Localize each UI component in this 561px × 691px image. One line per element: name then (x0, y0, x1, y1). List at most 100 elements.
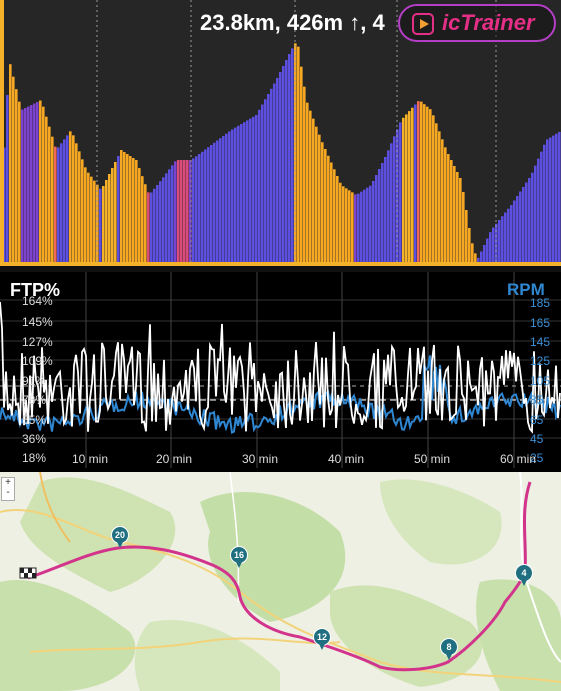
elevation-bar (66, 135, 69, 262)
rpm-tick: 85 (530, 393, 544, 407)
elevation-bar (486, 238, 489, 262)
elevation-bar (426, 106, 429, 263)
finish-flag-icon (19, 567, 37, 579)
zoom-out-button[interactable]: - (6, 487, 10, 498)
elevation-bar (249, 118, 252, 262)
elevation-bar (174, 161, 177, 262)
elevation-bar (219, 138, 222, 262)
elevation-bar (363, 189, 366, 262)
map-canvas[interactable] (0, 472, 561, 691)
elevation-bar (315, 126, 318, 263)
elevation-bar (474, 253, 477, 262)
elevation-bar (213, 142, 216, 262)
elevation-bar (495, 223, 498, 262)
elevation-bar (522, 187, 525, 262)
zoom-control[interactable]: + - (1, 477, 15, 501)
elevation-bar (300, 66, 303, 263)
power-chart-plot (0, 272, 561, 468)
elevation-bar (483, 245, 486, 262)
elevation-bar (450, 160, 453, 262)
elevation-bar (288, 54, 291, 262)
elevation-bar (387, 150, 390, 262)
elevation-bar (90, 176, 93, 262)
separator (0, 266, 561, 272)
elevation-bar (93, 180, 96, 262)
ftp-tick: 109% (22, 354, 53, 368)
elevation-profile: 23.8km, 426m ↑, 4 icTrainer (0, 0, 561, 266)
elevation-bar (309, 110, 312, 263)
elevation-bar (492, 227, 495, 262)
elevation-bar (177, 160, 180, 262)
elevation-bar (39, 100, 42, 262)
elevation-bar (195, 156, 198, 262)
ftp-tick: 91% (22, 374, 47, 388)
rpm-tick: 25 (530, 451, 544, 465)
elevation-bar (114, 162, 117, 262)
elevation-bar (204, 149, 207, 262)
map-marker[interactable]: 16 (230, 546, 248, 570)
elevation-bar (513, 200, 516, 262)
elevation-bar (444, 147, 447, 262)
time-tick: 50 min (414, 452, 451, 466)
elevation-bar (189, 160, 192, 262)
elevation-bar (531, 172, 534, 262)
elevation-bar (357, 193, 360, 262)
elevation-bar (291, 48, 294, 263)
elevation-bar (159, 181, 162, 262)
route-map[interactable]: + - 20 16 12 8 4 (0, 472, 561, 691)
elevation-bar (3, 147, 6, 262)
elevation-bar (186, 160, 189, 262)
elevation-bar (297, 46, 300, 262)
elevation-bar (480, 251, 483, 262)
elevation-bar (555, 133, 558, 262)
elevation-bar (225, 133, 228, 262)
elevation-bar (102, 186, 105, 262)
elevation-bar (516, 196, 519, 262)
elevation-bar (228, 131, 231, 262)
ftp-tick: 55% (22, 413, 47, 427)
elevation-bar (390, 143, 393, 262)
elevation-bar (105, 180, 108, 262)
ftp-tick: 73% (22, 393, 47, 407)
zoom-in-button[interactable]: + (5, 477, 11, 488)
elevation-chart (0, 0, 561, 266)
elevation-bar (81, 159, 84, 262)
elevation-bar (117, 156, 120, 262)
elevation-bar (414, 104, 417, 262)
ftp-axis-title: FTP% (10, 280, 61, 300)
elevation-bar (216, 140, 219, 262)
elevation-bar (534, 165, 537, 262)
elevation-bar (75, 143, 78, 262)
elevation-bar (399, 122, 402, 262)
map-marker[interactable]: 12 (313, 628, 331, 652)
elevation-bar (381, 163, 384, 262)
rpm-tick: 65 (530, 413, 544, 427)
elevation-bar (402, 117, 405, 263)
elevation-bar (252, 116, 255, 262)
elevation-bar (270, 88, 273, 262)
elevation-bar (318, 134, 321, 262)
map-marker[interactable]: 20 (111, 526, 129, 550)
elevation-bar (33, 103, 36, 262)
elevation-bar (528, 178, 531, 262)
elevation-bar (456, 172, 459, 262)
elevation-bar (477, 257, 480, 262)
elevation-bar (21, 109, 24, 262)
ftp-tick: 36% (22, 432, 47, 446)
elevation-bar (366, 187, 369, 262)
rpm-tick: 105 (530, 374, 551, 388)
elevation-bar (210, 145, 213, 262)
elevation-bar (153, 188, 156, 262)
elevation-bar (405, 114, 408, 262)
elevation-bar (246, 120, 249, 263)
elevation-bar (135, 160, 138, 262)
elevation-bar (180, 160, 183, 262)
elevation-bar (336, 176, 339, 262)
elevation-bar (348, 190, 351, 262)
elevation-bar (351, 192, 354, 262)
map-marker[interactable]: 4 (515, 564, 533, 588)
elevation-bar (378, 169, 381, 262)
rpm-tick: 125 (530, 354, 551, 368)
map-marker[interactable]: 8 (440, 638, 458, 662)
elevation-bar (240, 124, 243, 262)
